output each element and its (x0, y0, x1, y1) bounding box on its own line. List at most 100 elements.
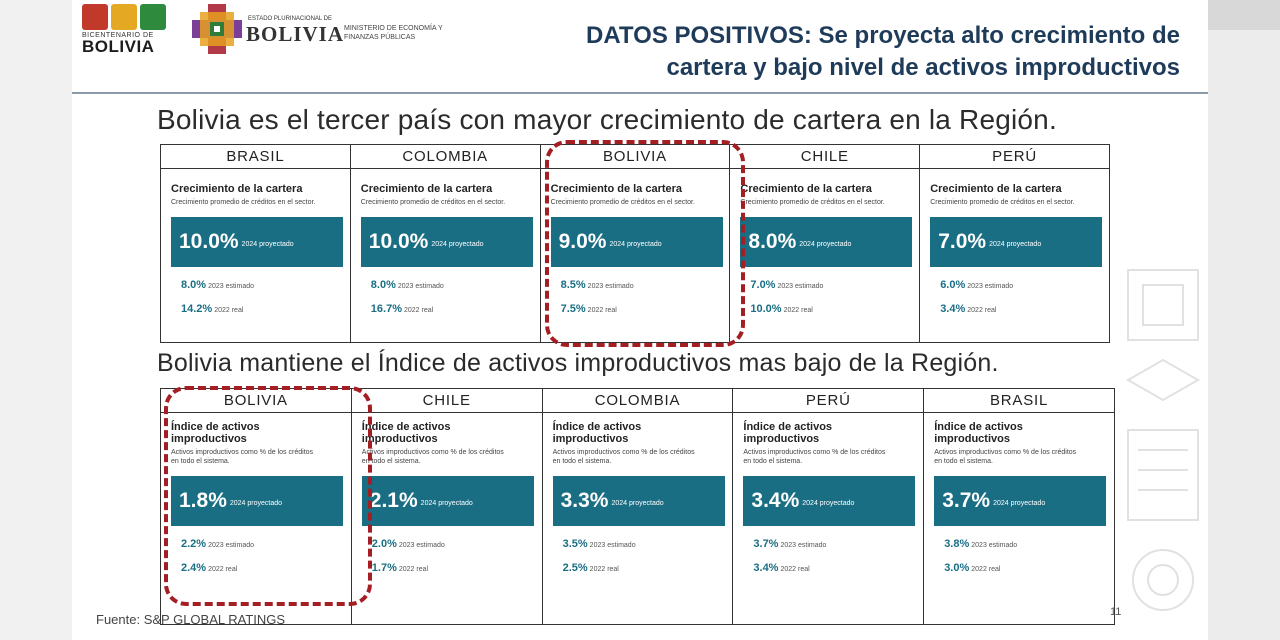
card-title: Crecimiento de la cartera (360, 183, 493, 195)
projected-note: 2024 proyectado (989, 240, 1042, 248)
projected-box: 2.1% 2024 proyectado (361, 476, 534, 526)
title-divider (72, 92, 1208, 94)
estimate-line: 8.0% 2023 estimado (171, 279, 340, 291)
card-cell: Crecimiento de la cartera Crecimiento pr… (349, 168, 541, 343)
card-title-line1: Índice de activos (743, 421, 833, 433)
projected-value: 3.3% (560, 489, 609, 512)
country-header: PERÚ (919, 144, 1110, 169)
estimate-note: 2023 estimado (208, 542, 254, 549)
estimate-note: 2023 estimado (780, 542, 827, 549)
projected-value: 2.1% (369, 489, 418, 512)
section1-subtitle: Bolivia es el tercer país con mayor crec… (157, 104, 1057, 135)
chakana-icon (192, 4, 242, 54)
card-cell: Crecimiento de la cartera Crecimiento pr… (729, 168, 921, 343)
card-title-line1: Índice de activos (171, 421, 260, 433)
country-header: BRASIL (923, 388, 1115, 413)
real-note: 2022 real (967, 307, 997, 314)
card-cell: Índice de activos improductivos Activos … (541, 412, 734, 625)
projected-box: 10.0% 2024 proyectado (360, 217, 533, 267)
cartera-card: Crecimiento de la cartera Crecimiento pr… (730, 169, 919, 342)
card-title: Crecimiento de la cartera (740, 183, 872, 195)
card-title-line2: improductivos (743, 433, 820, 445)
bicentenario-big-text: BOLIVIA (82, 37, 155, 56)
card-description: Activos improductivos como % de los créd… (361, 449, 504, 465)
cartera-card: Crecimiento de la cartera Crecimiento pr… (351, 169, 540, 342)
card-title: Crecimiento de la cartera (550, 183, 683, 195)
estimate-value: 2.0% (371, 538, 397, 550)
activos-card: Índice de activos improductivos Activos … (924, 413, 1114, 624)
projected-note: 2024 proyectado (420, 499, 473, 507)
real-value: 3.4% (753, 562, 779, 574)
real-value: 7.5% (560, 303, 586, 315)
card-title-line2: improductivos (934, 433, 1010, 445)
estado-logo: ESTADO PLURINACIONAL DE BOLIVIA MINISTER… (190, 2, 446, 58)
card-title-line2: improductivos (171, 433, 247, 445)
estimate-note: 2023 estimado (208, 283, 254, 290)
card-description: Crecimiento promedio de créditos en el s… (740, 199, 885, 206)
bicentenario-small-text: BICENTENARIO DE (82, 32, 154, 39)
ministerio-text: MINISTERIO DE ECONOMÍA Y FINANZAS PÚBLIC… (344, 25, 443, 41)
projected-box: 7.0% 2024 proyectado (930, 217, 1103, 267)
activos-card: Índice de activos improductivos Activos … (733, 413, 923, 624)
card-description: Crecimiento promedio de créditos en el s… (550, 199, 695, 206)
card-description: Activos improductivos como % de los créd… (934, 449, 1077, 465)
estimate-line: 3.7% 2023 estimado (743, 538, 913, 550)
estimate-value: 3.8% (944, 538, 970, 550)
card-cell: Índice de activos improductivos Activos … (160, 412, 352, 625)
activos-card: Índice de activos improductivos Activos … (352, 413, 542, 624)
estimate-note: 2023 estimado (397, 283, 444, 290)
country-header: BRASIL (160, 144, 351, 169)
real-note: 2022 real (780, 566, 810, 573)
estimate-line: 3.5% 2023 estimado (553, 538, 723, 550)
video-frame-left (0, 0, 72, 640)
real-note: 2022 real (214, 307, 244, 314)
real-value: 1.7% (371, 562, 397, 574)
country-header: BOLIVIA (160, 388, 352, 413)
real-note: 2022 real (587, 307, 617, 314)
bicentenario-emblem-icon (82, 4, 168, 30)
page-number: 11 (1110, 606, 1122, 618)
estimate-value: 2.2% (181, 538, 207, 550)
estimate-value: 3.5% (562, 538, 588, 550)
projected-value: 1.8% (179, 489, 227, 512)
real-note: 2022 real (783, 307, 813, 314)
card-title-line1: Índice de activos (361, 421, 451, 433)
estimate-value: 3.7% (753, 538, 779, 550)
card-title: Crecimiento de la cartera (930, 183, 1062, 195)
real-line: 10.0% 2022 real (740, 303, 909, 315)
bolivia-activos-highlight (164, 386, 372, 606)
estado-small-text: ESTADO PLURINACIONAL DE (248, 16, 333, 22)
cartera-card: Crecimiento de la cartera Crecimiento pr… (920, 169, 1109, 342)
real-value: 10.0% (750, 303, 782, 315)
andean-pattern-icon (1125, 269, 1201, 611)
card-title-line2: improductivos (552, 433, 629, 445)
real-value: 2.5% (562, 562, 588, 574)
estimate-note: 2023 estimado (971, 542, 1018, 549)
estimate-line: 2.0% 2023 estimado (362, 538, 532, 550)
projected-box: 3.4% 2024 proyectado (743, 476, 916, 526)
source-note: Fuente: S&P GLOBAL RATINGS (96, 612, 286, 627)
real-value: 14.2% (181, 303, 213, 315)
estimate-value: 8.0% (181, 279, 207, 291)
card-cell: Índice de activos improductivos Activos … (923, 412, 1115, 625)
real-note: 2022 real (398, 566, 429, 573)
bicentenario-logo: BICENTENARIO DE BOLIVIA (82, 4, 168, 58)
real-value: 3.4% (940, 303, 966, 315)
card-cell: Crecimiento de la cartera Crecimiento pr… (539, 168, 731, 343)
activos-card: Índice de activos improductivos Activos … (161, 413, 351, 624)
country-header: PERÚ (732, 388, 925, 413)
country-header: CHILE (350, 388, 543, 413)
estimate-value: 8.5% (560, 279, 586, 291)
projected-box: 8.0% 2024 proyectado (740, 217, 913, 267)
projected-value: 7.0% (938, 230, 987, 253)
real-line: 2.5% 2022 real (553, 562, 723, 574)
projected-value: 8.0% (748, 230, 797, 253)
card-description: Activos improductivos como % de los créd… (171, 449, 313, 465)
estimate-line: 3.8% 2023 estimado (934, 538, 1104, 550)
estimate-note: 2023 estimado (777, 283, 824, 290)
projected-note: 2024 proyectado (241, 240, 294, 248)
projected-box: 1.8% 2024 proyectado (171, 476, 343, 526)
cartera-table: BRASIL COLOMBIA BOLIVIA CHILE PERÚ Creci… (160, 144, 1110, 343)
card-description: Crecimiento promedio de créditos en el s… (360, 199, 506, 206)
card-cell: Índice de activos improductivos Activos … (732, 412, 925, 625)
